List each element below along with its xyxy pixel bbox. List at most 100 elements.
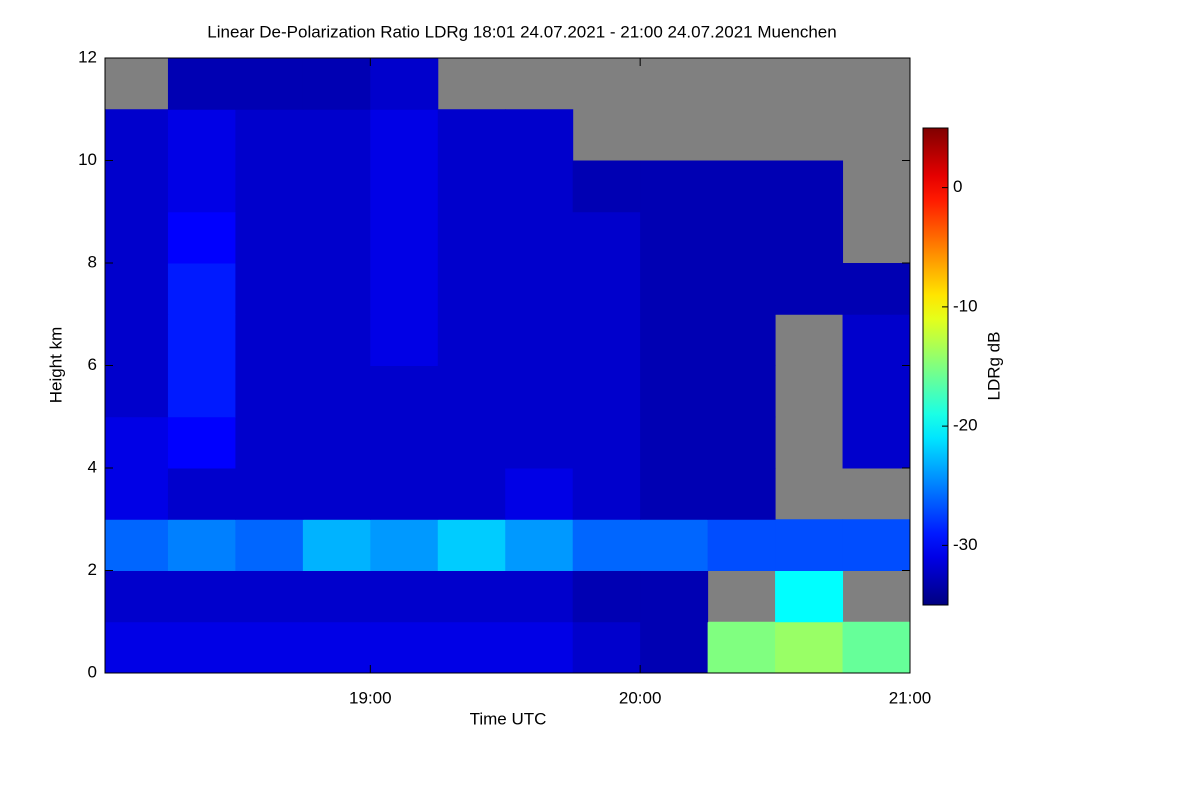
heatmap-cell [775,160,844,213]
heatmap-cell [105,263,169,315]
heatmap-cell [302,109,371,161]
heatmap-cell [707,416,776,469]
y-tick-label: 12 [78,47,97,66]
heatmap-cell [572,263,641,315]
heatmap-cell [505,621,574,673]
y-tick-label: 4 [88,457,97,476]
heatmap-cell [167,621,236,673]
heatmap-cell [167,314,236,366]
heatmap-cell [640,519,709,571]
heatmap-cell [437,109,506,161]
heatmap-cell [302,365,371,418]
heatmap-cell [437,570,506,623]
chart-title: Linear De-Polarization Ratio LDRg 18:01 … [207,22,836,41]
heatmap-cell [505,314,574,366]
heatmap-cell [167,519,236,571]
heatmap-cell [505,416,574,469]
heatmap-cell [235,570,304,623]
colorbar-tick-label: -30 [953,535,978,554]
heatmap-cell [370,160,439,213]
heatmap-cell [167,468,236,520]
heatmap-cell [370,416,439,469]
heatmap-cell [235,621,304,673]
heatmap-cell [437,365,506,418]
heatmap-cell [437,211,506,264]
heatmap-cell [707,160,776,213]
heatmap-cell [105,211,169,264]
heatmap-cell [370,58,439,110]
heatmap-cell [842,314,910,366]
heatmap-cell [167,263,236,315]
heatmap-cell [167,160,236,213]
heatmap-cell [505,570,574,623]
heatmap-cell [640,160,709,213]
heatmap-cell [640,570,709,623]
heatmap-cell [775,211,844,264]
heatmap-cell [105,160,169,213]
heatmap-cell [105,468,169,520]
colorbar-tick-label: -20 [953,416,978,435]
heatmap-cell [640,468,709,520]
heatmap-cell [302,621,371,673]
heatmap-cell [505,211,574,264]
colorbar-label: LDRg dB [984,332,1003,401]
heatmap-cell [235,160,304,213]
heatmap-cell [505,365,574,418]
heatmap-cell [105,314,169,366]
heatmap-cell [572,570,641,623]
heatmap-cell [235,416,304,469]
heatmap-cell [572,621,641,673]
heatmap-cell [437,314,506,366]
heatmap-cell [505,109,574,161]
heatmap-cell [707,621,776,673]
heatmap-cell [572,160,641,213]
heatmap-cell [572,211,641,264]
heatmap-cell [235,468,304,520]
heatmap-cell [167,211,236,264]
heatmap-cell [105,570,169,623]
heatmap-cell [775,263,844,315]
heatmap-cell [640,621,709,673]
heatmap-cell [302,468,371,520]
heatmap-cell [370,570,439,623]
heatmap-cell [437,468,506,520]
heatmap-cell [370,314,439,366]
heatmap-cell [572,365,641,418]
heatmap-cell [842,519,910,571]
plot-area [105,58,910,673]
heatmap-cell [105,365,169,418]
heatmap-cell [572,519,641,571]
y-tick-label: 0 [88,662,97,681]
y-tick-label: 8 [88,252,97,271]
heatmap-cell [842,263,910,315]
heatmap-cell [640,416,709,469]
heatmap-cell [640,263,709,315]
heatmap-cell [167,365,236,418]
heatmap-cell [707,519,776,571]
heatmap-cell [235,365,304,418]
heatmap-cell [370,468,439,520]
colorbar-tick-label: -10 [953,296,978,315]
heatmap-cell [640,365,709,418]
heatmap-cell [302,263,371,315]
heatmap-cell [235,58,304,110]
heatmap-cell [235,109,304,161]
heatmap-cell [370,621,439,673]
heatmap-cell [235,519,304,571]
y-tick-label: 10 [78,150,97,169]
x-tick-label: 19:00 [349,688,392,707]
heatmap-cell [235,263,304,315]
heatmap-cell [105,519,169,571]
heatmap-cell [302,416,371,469]
heatmap-cell [302,160,371,213]
heatmap-cell [235,314,304,366]
heatmap-cell [437,160,506,213]
colorbar [922,127,949,606]
heatmap-cell [707,365,776,418]
heatmap-cell [775,519,844,571]
heatmap-cell [302,314,371,366]
heatmap-cell [437,519,506,571]
heatmap-cell [572,416,641,469]
heatmap-cell [437,416,506,469]
